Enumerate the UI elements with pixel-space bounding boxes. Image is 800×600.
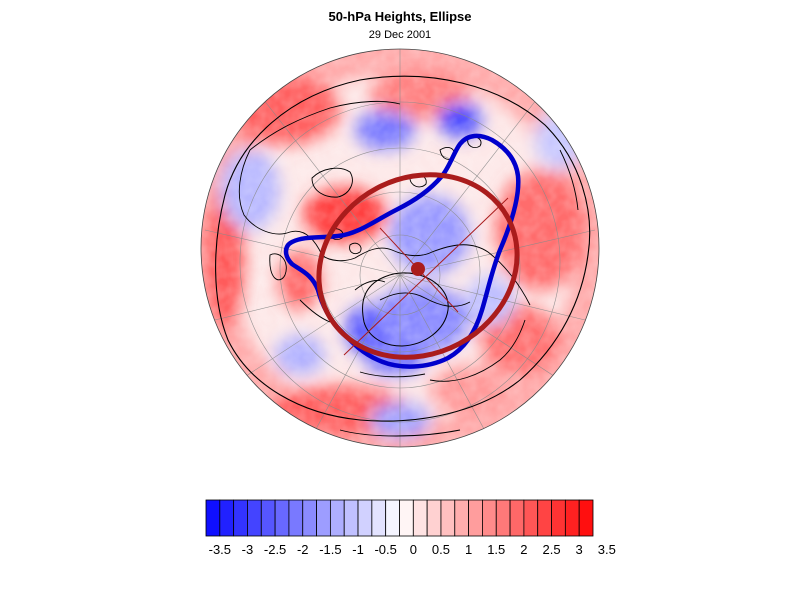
graticule [204,49,596,447]
colorbar-bin [274,499,290,537]
colorbar-bin [412,499,428,537]
colorbar-tick-label: -0.5 [374,542,396,557]
colorbar-tick-label: -1 [352,542,364,557]
map-title: 50-hPa Heights, Ellipse [328,9,472,24]
colorbar-labels: -3.5 -3 -2.5 -2 -1.5 -1 -0.5 0 0.5 1 1.5 2 2.5 3 3.5 [209,542,616,557]
colorbar-bin [399,499,414,537]
colorbar-bin [551,499,566,537]
colorbar-bin [329,499,345,537]
colorbar-bin [482,499,497,537]
colorbar-tick-label: 1 [465,542,472,557]
colorbar-bin [343,499,359,537]
colorbar-tick-label: 2.5 [542,542,560,557]
colorbar-bin [426,499,442,537]
colorbar-tick-label: 1.5 [487,542,505,557]
colorbar-bin [288,499,304,537]
colorbar-bin [316,499,331,537]
ellipse-center [411,262,425,276]
colorbar-bin [523,499,539,537]
colorbar-bin [385,499,400,537]
colorbar-tick-label: -2 [297,542,309,557]
colorbar-bin [468,499,483,537]
colorbar-tick-label: 2 [520,542,527,557]
colorbar-tick-label: 3.5 [598,542,616,557]
colorbar-bin [357,499,373,537]
colorbar-bins [205,499,594,537]
fitted-ellipse [316,172,520,360]
colorbar-bin [205,499,221,537]
colorbar-bin [371,499,387,537]
colorbar-bin [537,499,552,537]
colorbar-bin [454,499,470,537]
colorbar-bin [219,499,235,537]
colorbar-tick-label: -3.5 [209,542,231,557]
colorbar-tick-label: 0.5 [432,542,450,557]
colorbar-bin [247,499,262,537]
colorbar-tick-label: -2.5 [264,542,286,557]
colorbar-bin [260,499,276,537]
globe-border [200,48,600,448]
colorbar-bin [233,499,248,537]
colorbar-bin [440,499,456,537]
ellipse-major-axis [343,197,509,356]
colorbar-bin [509,499,525,537]
colorbar-tick-label: 0 [410,542,417,557]
colorbar-bin [302,499,317,537]
map-date: 29 Dec 2001 [368,29,432,41]
colorbar-tick-label: -1.5 [319,542,341,557]
pole-contour [362,272,449,347]
colorbar-bin [495,499,511,537]
colorbar-tick-label: 3 [576,542,583,557]
colorbar-bin [578,499,594,537]
colorbar-bin [564,499,580,537]
colorbar-tick-label: -3 [242,542,254,557]
